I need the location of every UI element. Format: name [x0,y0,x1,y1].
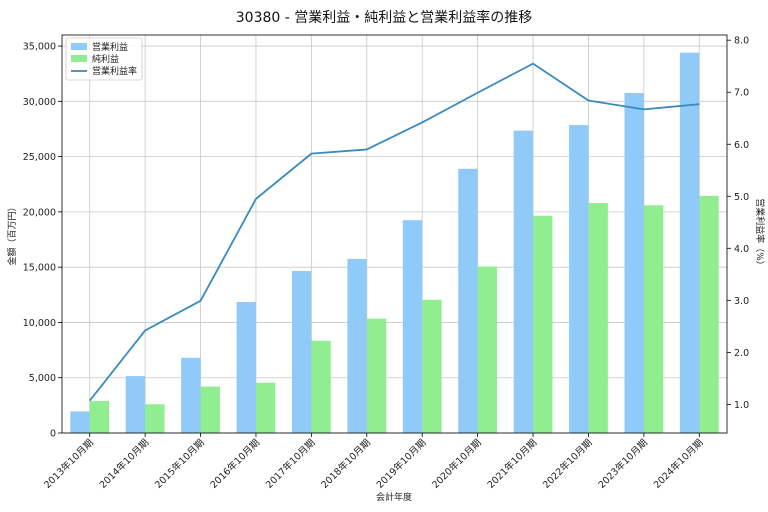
bar-operating-profit [569,125,589,433]
bar-operating-profit [181,357,201,433]
legend-item-operating-margin-label: 営業利益率 [92,65,137,77]
bar-net-profit [200,386,220,433]
bar-net-profit [643,205,664,433]
y-tick-label: 10,000 [23,318,56,329]
bar-operating-profit [291,271,312,433]
x-tick-label: 2017年10月期 [263,437,317,491]
y2-tick-label: 5.0 [734,192,749,203]
bar-operating-profit [679,52,700,433]
y-tick-label: 30,000 [23,97,56,108]
line-operating-margin [89,62,700,402]
x-axis-label: 会計年度 [376,491,412,503]
x-tick-label: 2016年10月期 [208,437,262,491]
y2-tick-label: 2.0 [734,348,749,359]
bar-net-profit [588,203,608,433]
y-axis-right: 1.0 2.0 3.0 4.0 5.0 6.0 7.0 8.0 [727,36,749,411]
bar-operating-profit [70,411,90,433]
bar-net-profit [422,299,442,433]
x-tick-label: 2021年10月期 [485,437,539,491]
y2-tick-label: 7.0 [734,88,749,99]
y-tick-label: 0 [50,429,56,440]
bar-operating-profit [236,301,256,433]
legend-item-operating-profit-swatch [71,43,87,50]
bar-operating-profit [402,220,423,433]
bar-net-profit [145,404,165,433]
bar-operating-profit [347,258,367,433]
x-tick-label: 2022年10月期 [540,437,594,491]
bar-operating-profit [513,130,534,433]
y2-tick-label: 6.0 [734,140,749,151]
x-tick-label: 2020年10月期 [429,437,483,491]
legend-item-net-profit-label: 純利益 [92,53,119,65]
y2-tick-label: 4.0 [734,244,749,255]
x-tick-label: 2019年10月期 [374,437,428,491]
y-tick-label: 20,000 [23,207,56,218]
bars [70,52,719,434]
y-axis-left: 0 5,000 10,000 15,000 20,000 25,000 30,000 35,0… [23,42,62,440]
y2-tick-label: 3.0 [734,296,749,307]
bar-net-profit [366,318,387,433]
bar-operating-profit [624,93,644,434]
x-axis: 2013年10月期 2014年10月期 2015年10月期 2016年10月期 2017… [42,433,705,491]
y2-tick-label: 8.0 [734,36,749,47]
x-tick-label: 2024年10月期 [651,437,705,491]
legend-item-operating-profit-label: 営業利益 [92,41,128,53]
bar-net-profit [311,340,331,433]
x-tick-label: 2023年10月期 [596,437,650,491]
legend-item-net-profit-swatch [71,55,87,62]
bar-net-profit [255,382,276,433]
bar-net-profit [89,400,110,433]
y-tick-label: 15,000 [23,263,56,274]
plot-frame [61,34,728,434]
chart-title: 30380 - 営業利益・純利益と営業利益率の推移 [236,9,533,26]
margin-line [89,62,700,402]
x-tick-label: 2013年10月期 [42,437,96,491]
bar-net-profit [477,266,498,433]
y-tick-label: 25,000 [23,152,56,163]
x-tick-label: 2018年10月期 [319,437,373,491]
x-tick-label: 2014年10月期 [97,437,151,491]
y-tick-label: 35,000 [23,42,56,53]
y2-tick-label: 1.0 [734,400,749,411]
y-tick-label: 5,000 [29,373,56,384]
bar-operating-profit [458,168,478,433]
bar-net-profit [533,215,553,433]
bar-operating-profit [125,376,146,433]
x-tick-label: 2015年10月期 [152,437,206,491]
bar-net-profit [699,195,719,433]
y-axis-label: 金額（百万円） [6,202,18,265]
y2-axis-label: 営業利益率（%） [754,198,766,270]
